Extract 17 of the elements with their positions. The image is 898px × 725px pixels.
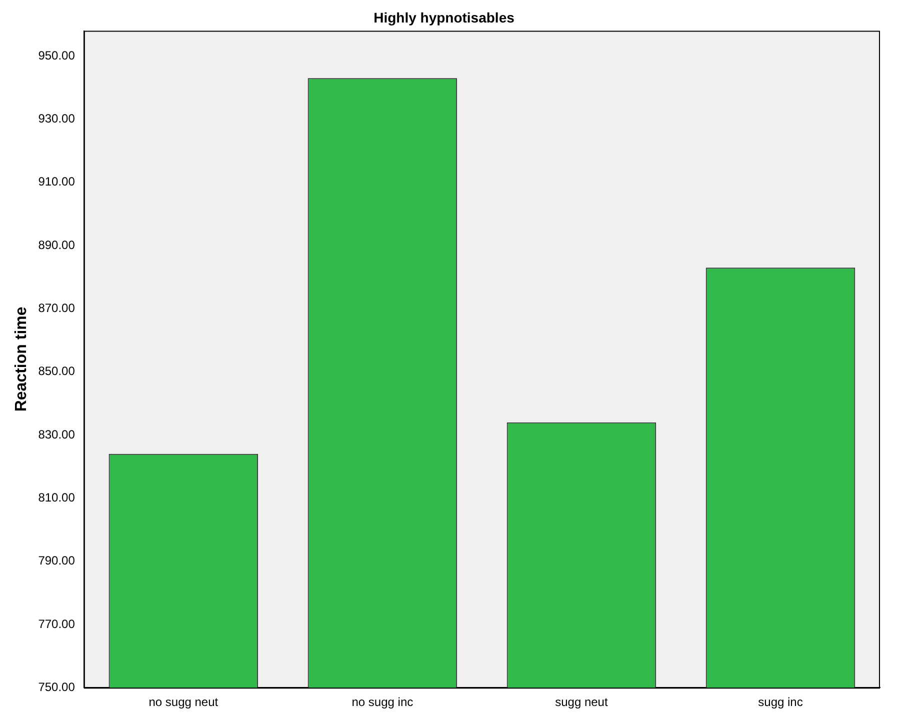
x-tick-label: sugg neut <box>555 695 608 710</box>
y-axis-title: Reaction time <box>13 306 30 412</box>
y-tick-label: 910.00 <box>38 174 76 189</box>
chart-title: Highly hypnotisables <box>374 9 515 26</box>
y-tick-label: 950.00 <box>38 48 76 62</box>
y-tick-label: 850.00 <box>38 364 76 378</box>
y-tick-label: 790.00 <box>38 554 76 568</box>
y-tick-label: 870.00 <box>38 300 76 315</box>
y-tick-label: 810.00 <box>38 490 76 504</box>
y-tick-label: 750.00 <box>38 680 76 694</box>
x-tick-label: no sugg inc <box>352 695 414 710</box>
y-tick-label: 770.00 <box>38 616 76 631</box>
x-tick-label: sugg inc <box>758 695 803 710</box>
x-tick-label: no sugg neut <box>148 695 219 710</box>
y-tick-label: 830.00 <box>38 427 76 442</box>
y-tick-label: 930.00 <box>38 112 76 126</box>
y-tick-label: 890.00 <box>38 238 76 252</box>
